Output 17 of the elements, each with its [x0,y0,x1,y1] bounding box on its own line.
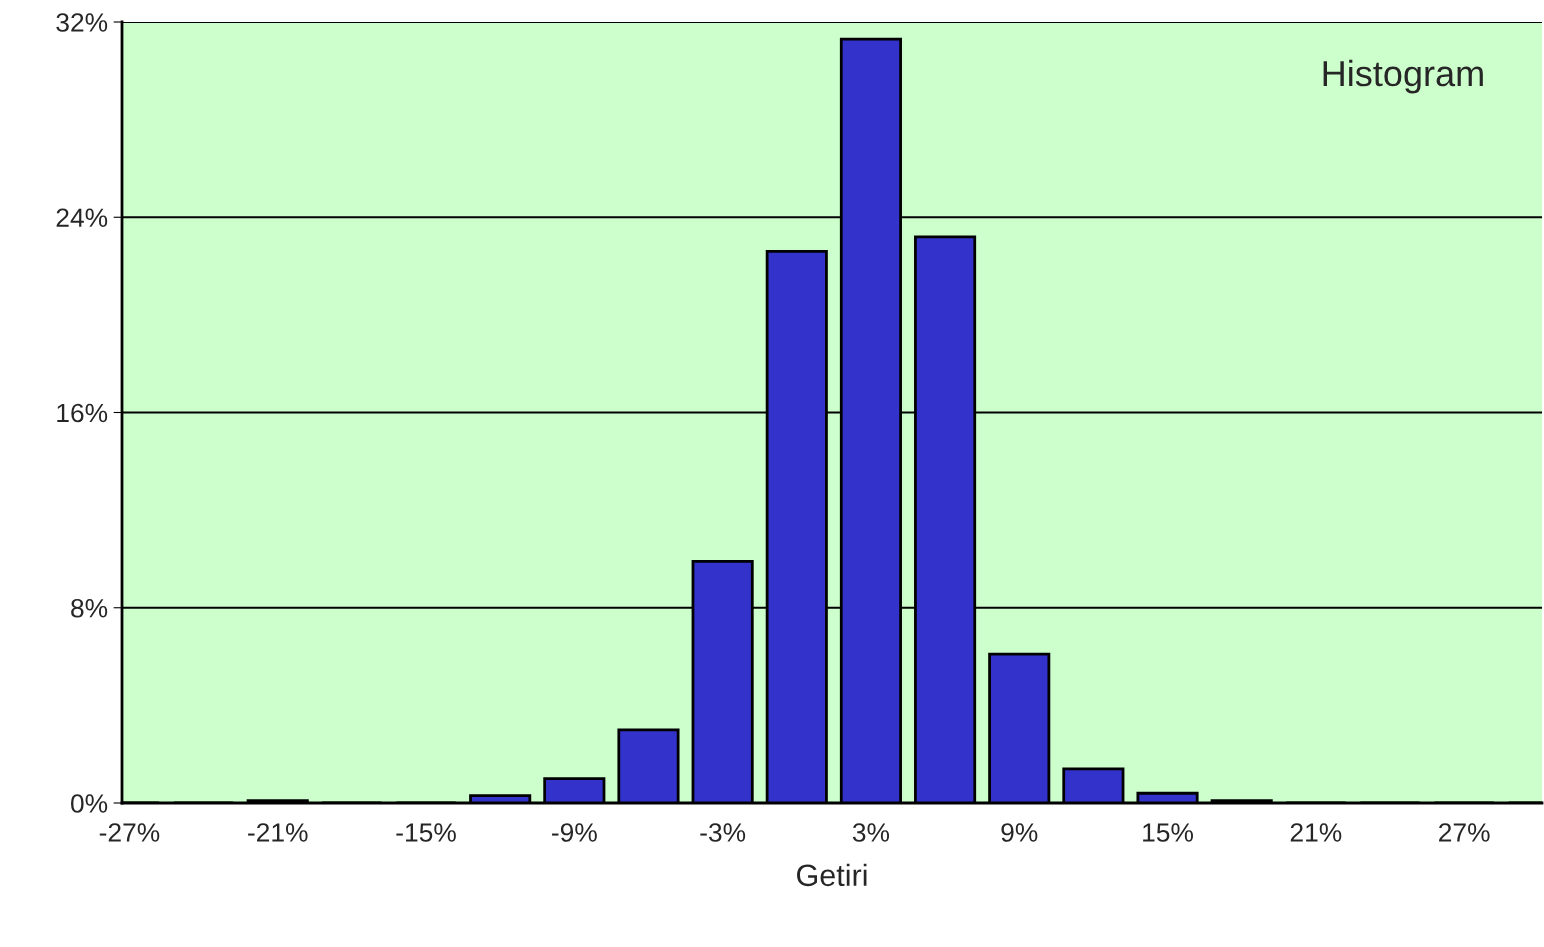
x-tick-label: -27% [99,823,160,842]
x-tick-label: 3% [852,823,890,842]
x-tick-label: -9% [552,823,597,842]
y-tick-label: 8% [71,598,108,618]
y-tick-label: 24% [56,208,108,227]
x-tick-label: -21% [248,823,308,842]
x-tick-label: -15% [396,823,456,842]
annotation: Histogram [1323,59,1483,94]
y-tick-label: 0% [71,794,108,813]
x-tick-label: 15% [1143,823,1194,842]
x-tick-label: -3% [700,823,746,842]
x-axis-title: Getiri [797,863,867,887]
x-tick-label: 27% [1439,823,1490,842]
y-tick-label: 32% [56,13,108,32]
y-tick-label: 16% [57,403,108,423]
x-tick-label: 21% [1290,823,1342,842]
x-tick-label: 9% [1001,823,1038,842]
